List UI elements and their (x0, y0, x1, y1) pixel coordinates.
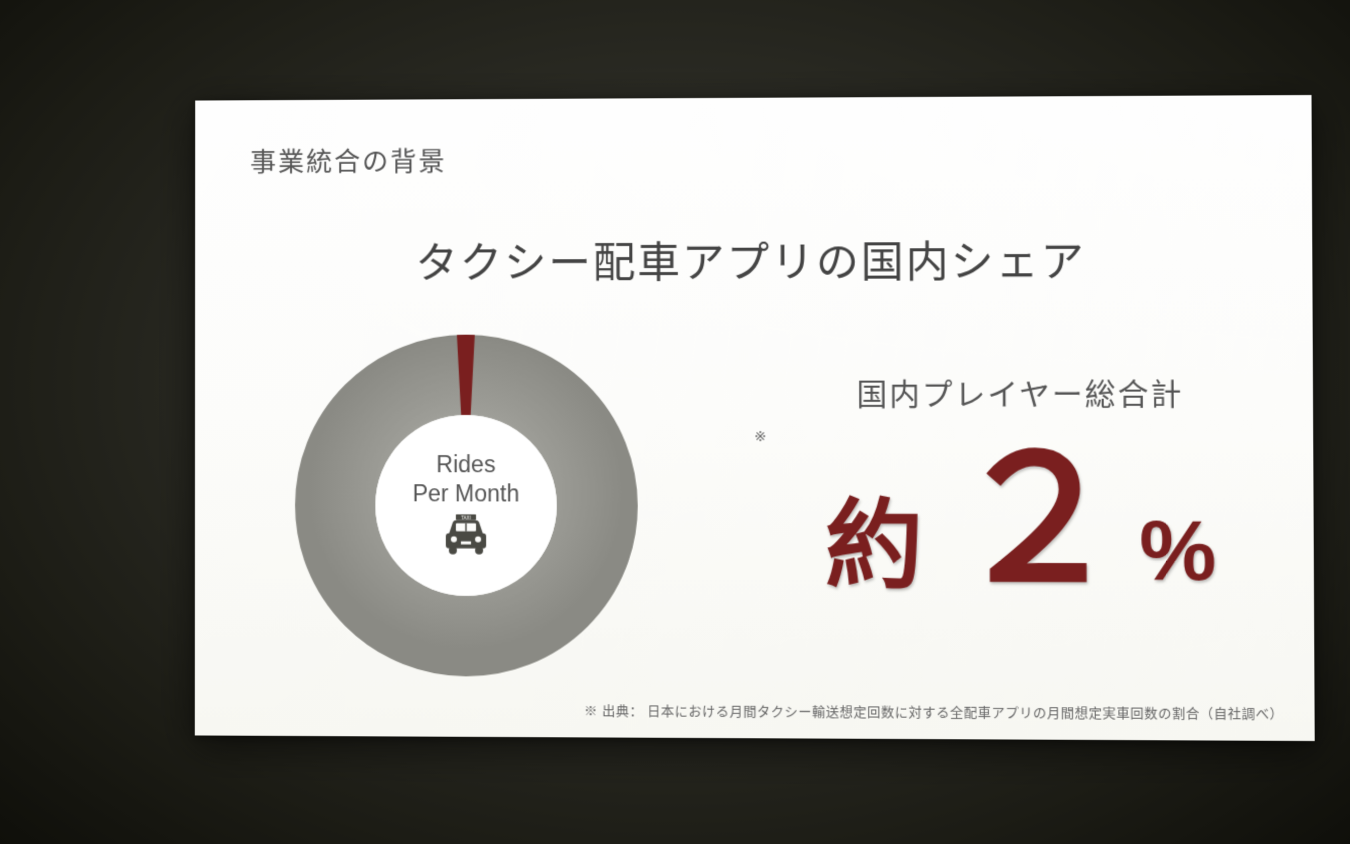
taxi-sign-text: TAXI (461, 515, 471, 520)
stat-prefix: 約 (825, 466, 927, 607)
taxi-icon: TAXI (441, 514, 491, 561)
donut-label-line1: Rides (385, 450, 546, 479)
stat-number: ２ (950, 434, 1125, 607)
donut-center-content: Rides Per Month TAXI (385, 450, 546, 561)
big-stat: 約 ２ % (754, 434, 1288, 608)
footnote: ※ 出典： 日本における月間タクシー輸送想定回数に対する全配車アプリの月間想定実… (584, 700, 1283, 722)
photo-background: 事業統合の背景 タクシー配車アプリの国内シェア (0, 0, 1350, 844)
stat-percent: % (1139, 501, 1216, 600)
asterisk-mark: ※ (754, 428, 766, 445)
slide-title: タクシー配車アプリの国内シェア (195, 227, 1312, 291)
donut-label-line2: Per Month (385, 479, 546, 508)
stat-block: 国内プレイヤー総合計 ※ 約 ２ % (754, 369, 1288, 608)
stat-subheader: 国内プレイヤー総合計 (754, 369, 1287, 414)
slide-header: 事業統合の背景 (250, 141, 447, 179)
presentation-slide: 事業統合の背景 タクシー配車アプリの国内シェア (195, 95, 1315, 741)
donut-chart: Rides Per Month TAXI (295, 334, 638, 677)
